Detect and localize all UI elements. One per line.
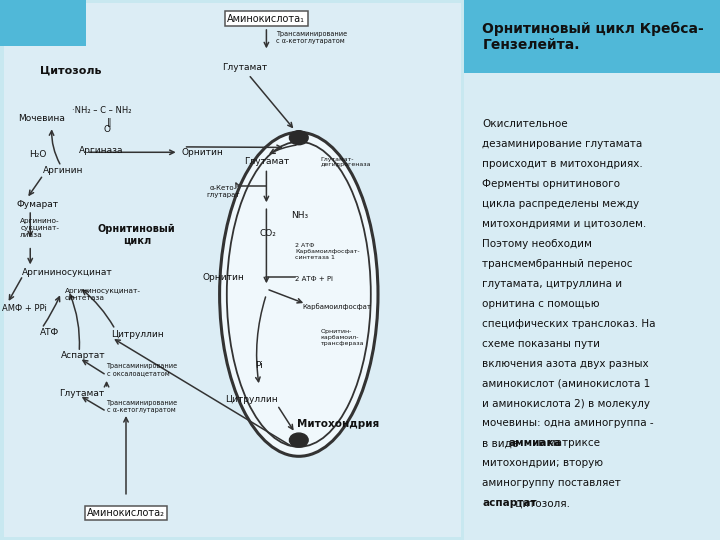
Text: включения азота двух разных: включения азота двух разных <box>482 359 649 369</box>
Text: Поэтому необходим: Поэтому необходим <box>482 239 593 249</box>
Text: мочевины: одна аминогруппа -: мочевины: одна аминогруппа - <box>482 418 654 429</box>
Text: Глутамат: Глутамат <box>222 63 267 72</box>
Circle shape <box>289 433 308 447</box>
Text: Аргинин: Аргинин <box>43 166 84 174</box>
Text: Окислительное: Окислительное <box>482 119 568 129</box>
Text: Аминокислота₂: Аминокислота₂ <box>87 508 165 518</box>
Text: глутамата, цитруллина и: глутамата, цитруллина и <box>482 279 623 289</box>
Text: в виде: в виде <box>482 438 522 449</box>
FancyBboxPatch shape <box>0 0 464 540</box>
Text: H₂O: H₂O <box>29 151 46 159</box>
Text: Аргининосукцинат-
синтетаза: Аргининосукцинат- синтетаза <box>65 288 141 301</box>
Text: Орнитин: Орнитин <box>181 148 223 157</box>
Text: АТФ: АТФ <box>40 328 59 336</box>
Text: Мочевина: Мочевина <box>18 114 65 123</box>
Text: O: O <box>103 125 110 134</box>
Text: Цитруллин: Цитруллин <box>112 330 164 339</box>
Text: митохондриями и цитозолем.: митохондриями и цитозолем. <box>482 219 647 229</box>
Text: 2 АТФ
Карбамоилфосфат-
синтетаза 1: 2 АТФ Карбамоилфосфат- синтетаза 1 <box>295 243 360 260</box>
Text: Аминокислота₁: Аминокислота₁ <box>228 14 305 24</box>
Text: Глутамат-
дегидрогеназа: Глутамат- дегидрогеназа <box>320 157 371 167</box>
Text: и аминокислота 2) в молекулу: и аминокислота 2) в молекулу <box>482 399 650 409</box>
Text: схеме показаны пути: схеме показаны пути <box>482 339 600 349</box>
Text: аминокислот (аминокислота 1: аминокислот (аминокислота 1 <box>482 379 651 389</box>
Text: орнитина с помощью: орнитина с помощью <box>482 299 600 309</box>
Circle shape <box>289 131 308 145</box>
Text: Орнитиновый цикл Кребса-
Гензелейта.: Орнитиновый цикл Кребса- Гензелейта. <box>482 22 704 52</box>
Text: ‖: ‖ <box>107 118 111 127</box>
Text: Глутамат: Глутамат <box>59 389 104 397</box>
Text: α-Кето-
глутарат: α-Кето- глутарат <box>207 185 240 198</box>
Text: Аргинино-
сукцинат-
лиаза: Аргинино- сукцинат- лиаза <box>20 218 60 239</box>
FancyBboxPatch shape <box>0 0 86 46</box>
Text: АМФ + PPi: АМФ + PPi <box>2 305 47 313</box>
FancyBboxPatch shape <box>4 3 461 537</box>
Text: дезаминирование глутамата: дезаминирование глутамата <box>482 139 643 149</box>
Text: Аргининосукцинат: Аргининосукцинат <box>22 268 112 277</box>
Text: Цитруллин: Цитруллин <box>225 395 279 404</box>
Text: Трансаминирование
с α-кетоглутаратом: Трансаминирование с α-кетоглутаратом <box>107 400 178 413</box>
Text: происходит в митохондриях.: происходит в митохондриях. <box>482 159 643 169</box>
Text: Ферменты орнитинового: Ферменты орнитинового <box>482 179 621 189</box>
Text: в матриксе: в матриксе <box>535 438 600 449</box>
Text: ·NH₂ – C – NH₂: ·NH₂ – C – NH₂ <box>72 106 132 115</box>
Text: Орнитин: Орнитин <box>202 273 244 281</box>
Text: Цитозоль: Цитозоль <box>40 65 101 75</box>
Text: Аспартат: Аспартат <box>61 351 106 360</box>
FancyBboxPatch shape <box>464 0 720 540</box>
Text: трансмембранный перенос: трансмембранный перенос <box>482 259 633 269</box>
Text: Трансаминирование
с α-кетоглутаратом: Трансаминирование с α-кетоглутаратом <box>276 31 347 44</box>
Text: NH₃: NH₃ <box>292 212 309 220</box>
Text: аммиака: аммиака <box>508 438 562 449</box>
Text: Pi: Pi <box>256 361 263 370</box>
Text: Митохондрия: Митохондрия <box>297 419 379 429</box>
Text: Карбамоилфосфат: Карбамоилфосфат <box>302 303 372 310</box>
Text: специфических транслоказ. На: специфических транслоказ. На <box>482 319 656 329</box>
Text: аминогруппу поставляет: аминогруппу поставляет <box>482 478 621 489</box>
Ellipse shape <box>220 132 378 456</box>
Text: Глутамат: Глутамат <box>244 158 289 166</box>
Text: цикла распределены между: цикла распределены между <box>482 199 639 209</box>
Text: митохондрии; вторую: митохондрии; вторую <box>482 458 603 469</box>
Text: Трансаминирование
с оксалоацетатом: Трансаминирование с оксалоацетатом <box>107 363 178 376</box>
Text: Орнитиновый
цикл: Орнитиновый цикл <box>98 224 176 246</box>
Text: Аргиназа: Аргиназа <box>79 146 124 154</box>
Text: аспартат: аспартат <box>482 498 537 509</box>
Text: цитозоля.: цитозоля. <box>513 498 570 509</box>
FancyBboxPatch shape <box>464 0 720 73</box>
Text: Орнитин-
карбамоил-
трансфераза: Орнитин- карбамоил- трансфераза <box>320 329 364 346</box>
Text: CO₂: CO₂ <box>259 229 276 238</box>
Text: 2 АТФ + Pi: 2 АТФ + Pi <box>295 276 333 282</box>
Text: Фумарат: Фумарат <box>17 200 59 208</box>
